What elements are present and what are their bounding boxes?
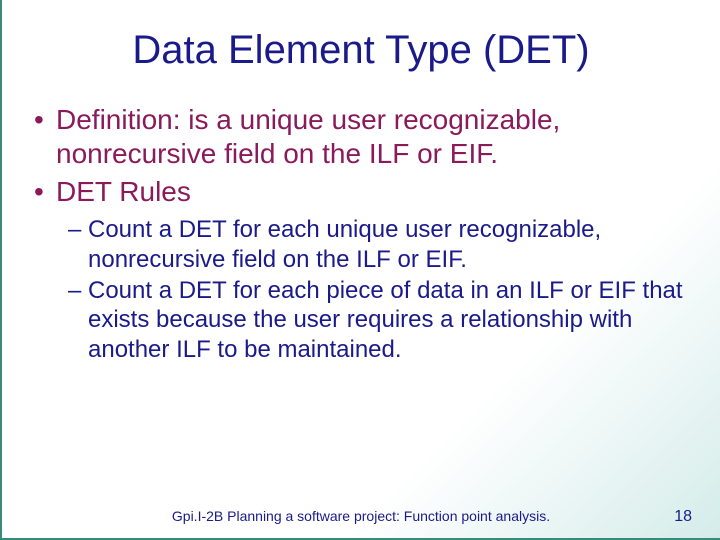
bullet-text: DET Rules: [56, 176, 191, 207]
footer-text: Gpi.I-2B Planning a software project: Fu…: [172, 508, 550, 524]
bullet-list: Definition: is a unique user recognizabl…: [30, 103, 692, 209]
sub-bullet-list: Count a DET for each unique user recogni…: [30, 215, 692, 363]
bullet-item: DET Rules: [30, 175, 692, 209]
slide-footer: Gpi.I-2B Planning a software project: Fu…: [2, 508, 720, 526]
page-number: 18: [674, 508, 692, 526]
sub-bullet-text: Count a DET for each piece of data in an…: [88, 277, 683, 363]
bullet-text: Definition: is a unique user recognizabl…: [56, 104, 560, 169]
sub-bullet-item: Count a DET for each unique user recogni…: [68, 215, 692, 274]
slide-title-container: Data Element Type (DET): [2, 0, 720, 103]
slide-title: Data Element Type (DET): [132, 28, 589, 72]
sub-bullet-text: Count a DET for each unique user recogni…: [88, 216, 601, 272]
slide-content: Definition: is a unique user recognizabl…: [2, 103, 720, 364]
bullet-item: Definition: is a unique user recognizabl…: [30, 103, 692, 171]
sub-bullet-item: Count a DET for each piece of data in an…: [68, 276, 692, 364]
